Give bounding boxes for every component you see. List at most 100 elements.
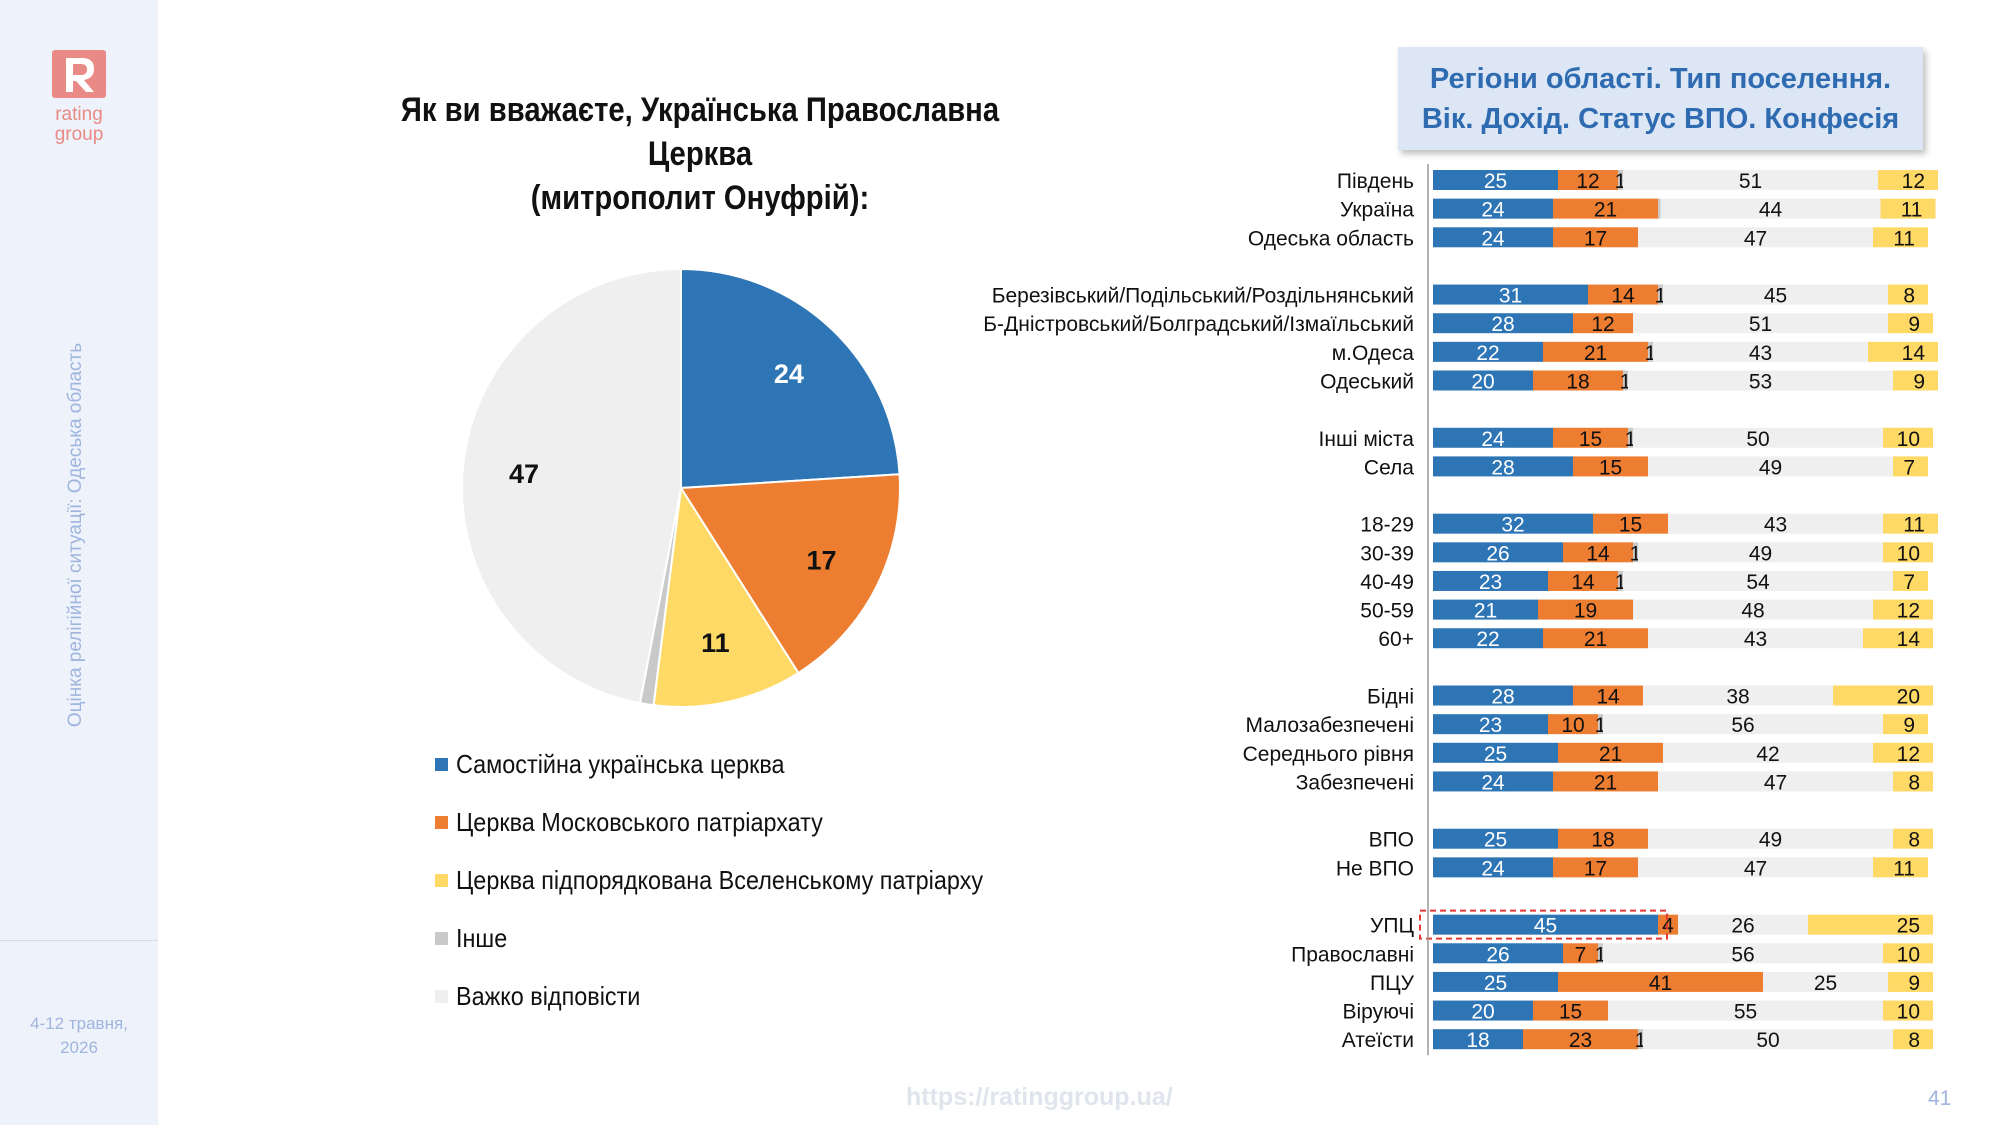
bar-segment-ecumenical xyxy=(1888,284,1928,305)
bar-row-label: Південь xyxy=(1337,170,1414,193)
bar-segment-ecumenical xyxy=(1893,456,1928,477)
bar-segment-ecumenical xyxy=(1863,628,1933,649)
bar-data-label: 54 xyxy=(1746,571,1770,594)
bar-row-label: Віруючі xyxy=(1342,1001,1414,1024)
bar-segment-ecumenical xyxy=(1893,570,1928,591)
bar-segment-hard-to-say xyxy=(1638,542,1883,563)
bar-segment-hard-to-say xyxy=(1653,341,1868,362)
page-number: 41 xyxy=(1928,1087,1952,1110)
pie-data-label: 17 xyxy=(806,546,836,576)
bar-data-label: 25 xyxy=(1484,743,1507,766)
bar-data-label: 10 xyxy=(1897,428,1920,451)
bar-segment-ecumenical xyxy=(1893,771,1933,792)
bar-segment-hard-to-say xyxy=(1633,599,1873,620)
pie-chart: 24 17 11 47 xyxy=(461,267,901,708)
bar-segment-ecumenical xyxy=(1893,370,1938,391)
bar-data-label: 11 xyxy=(1903,514,1925,537)
bar-data-label: 10 xyxy=(1897,943,1920,966)
bar-segment-hard-to-say xyxy=(1633,427,1883,448)
bar-row-label: Села xyxy=(1364,456,1414,479)
bar-segment-hard-to-say xyxy=(1763,971,1888,992)
bar-segment-moscow xyxy=(1553,227,1638,248)
bar-data-label: 24 xyxy=(1481,199,1505,222)
bar-segment-independent xyxy=(1433,513,1593,534)
bar-row-label: 50-59 xyxy=(1360,600,1414,623)
pie-slice-ecumenical xyxy=(652,485,800,708)
bar-data-label: 15 xyxy=(1579,428,1602,451)
sidebar-divider xyxy=(0,940,158,941)
bar-segment-other xyxy=(1628,427,1633,448)
bar-segment-ecumenical xyxy=(1833,685,1933,706)
bar-data-label: 25 xyxy=(1484,170,1507,193)
bar-segment-other xyxy=(1658,284,1663,305)
bar-segment-hard-to-say xyxy=(1663,284,1888,305)
bar-segment-hard-to-say xyxy=(1633,313,1888,334)
bar-data-label: 9 xyxy=(1913,370,1925,393)
bar-segment-moscow xyxy=(1548,714,1598,735)
bar-data-label: 45 xyxy=(1764,285,1787,308)
bar-data-label: 20 xyxy=(1471,370,1494,393)
bar-data-label: 25 xyxy=(1897,915,1920,938)
bar-row-label: Україна xyxy=(1340,199,1414,222)
bar-data-label: 25 xyxy=(1484,972,1507,995)
bar-segment-independent xyxy=(1433,1000,1533,1021)
bar-data-label: 12 xyxy=(1897,600,1920,623)
bar-segment-independent xyxy=(1433,284,1588,305)
bar-data-label: 15 xyxy=(1599,456,1622,479)
bar-data-label: 1 xyxy=(1620,370,1632,393)
bar-segment-independent xyxy=(1433,1029,1523,1050)
bar-segment-other xyxy=(1598,714,1603,735)
bar-segment-hard-to-say xyxy=(1623,170,1878,190)
bar-data-label: 31 xyxy=(1499,285,1522,308)
bar-row-label: ВПО xyxy=(1369,829,1414,852)
sidebar: rating group Оцінка релігійної ситуації:… xyxy=(0,0,158,1125)
bar-segment-hard-to-say xyxy=(1638,857,1873,878)
bar-segment-moscow xyxy=(1593,513,1668,534)
bar-data-label: 49 xyxy=(1749,542,1772,565)
pie-slice-moscow xyxy=(679,473,901,675)
legend-label: Самостійна українська церква xyxy=(456,749,785,779)
bar-segment-independent xyxy=(1433,198,1553,219)
bar-segment-ecumenical xyxy=(1868,341,1938,362)
bar-data-label: 18 xyxy=(1566,370,1589,393)
bar-segment-ecumenical xyxy=(1883,542,1933,563)
page-title-line1: Як ви вважаєте, Українська Православна Ц… xyxy=(400,91,1000,173)
bar-segment-moscow xyxy=(1563,943,1598,964)
legend-swatch-orange xyxy=(435,816,448,829)
bar-data-label: 28 xyxy=(1491,313,1514,336)
bar-data-label: 28 xyxy=(1491,456,1514,479)
logo-r-icon xyxy=(52,50,106,98)
bar-data-label: 25 xyxy=(1814,972,1837,995)
bar-data-label: 14 xyxy=(1586,542,1610,565)
bar-data-label: 9 xyxy=(1903,714,1915,737)
bar-row-label: Одеська область xyxy=(1248,227,1414,250)
bar-data-label: 51 xyxy=(1739,170,1762,193)
bar-row-label: 40-49 xyxy=(1360,571,1414,594)
bar-segment-independent xyxy=(1433,427,1553,448)
bar-segment-independent xyxy=(1433,313,1573,334)
bar-data-label: 7 xyxy=(1575,943,1587,966)
pie-data-label: 24 xyxy=(774,359,804,389)
bar-data-label: 17 xyxy=(1584,227,1607,250)
bar-segment-ecumenical xyxy=(1873,742,1933,763)
legend-label: Церква Московського патріархату xyxy=(456,807,823,837)
bar-segment-hard-to-say xyxy=(1648,456,1893,477)
bar-data-label: 8 xyxy=(1903,285,1915,308)
logo-text-group: group xyxy=(54,124,104,145)
bar-segment-independent xyxy=(1433,771,1553,792)
bar-data-label: 14 xyxy=(1897,628,1921,651)
bar-segment-independent xyxy=(1433,341,1543,362)
bar-row-label: Не ВПО xyxy=(1336,857,1414,880)
bar-segment-hard-to-say xyxy=(1603,714,1883,735)
bar-segment-independent xyxy=(1433,914,1658,935)
bar-data-label: 18 xyxy=(1591,829,1614,852)
bar-data-label: 10 xyxy=(1897,1001,1920,1024)
bar-data-label: 50 xyxy=(1746,428,1769,451)
bar-data-label: 43 xyxy=(1744,628,1767,651)
bar-segment-ecumenical xyxy=(1888,971,1933,992)
bar-row-label: Забезпечені xyxy=(1296,771,1414,794)
page-title-line2: (митрополит Онуфрій): xyxy=(530,179,870,217)
bar-row-label: Інші міста xyxy=(1319,428,1415,451)
footer-url: https://ratinggroup.ua/ xyxy=(906,1083,1173,1111)
bar-data-label: 49 xyxy=(1759,829,1782,852)
